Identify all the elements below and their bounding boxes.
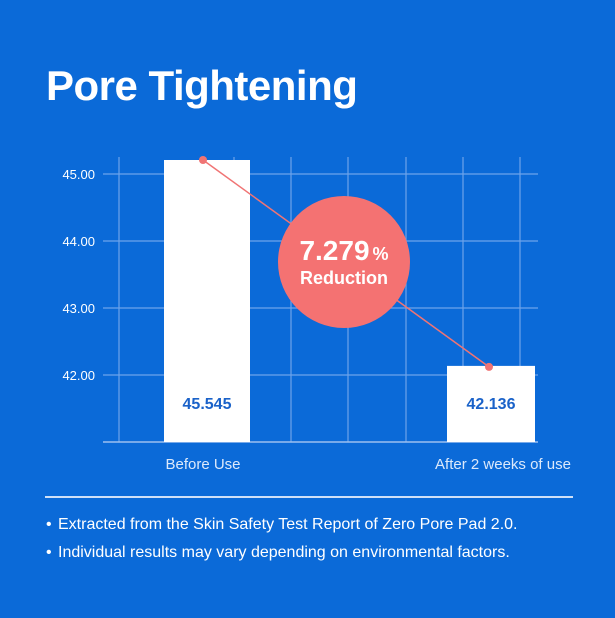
footnote-2: • Individual results may vary depending o… xyxy=(46,544,510,562)
reduction-number: 7.279 xyxy=(299,235,369,266)
y-tick-label: 45.00 xyxy=(62,167,95,182)
trend-point xyxy=(485,362,493,371)
reduction-label: Reduction xyxy=(300,268,388,288)
bar-chart: 45.00 44.00 43.00 42.00 45.545 Before Use 42.1… xyxy=(62,156,571,473)
y-tick-label: 43.00 xyxy=(62,301,95,316)
bar-value-label: 45.545 xyxy=(183,396,232,413)
bar xyxy=(164,160,250,442)
y-tick-label: 44.00 xyxy=(62,234,95,249)
divider xyxy=(45,496,573,498)
footnote-1: • Extracted from the Skin Safety Test Rep… xyxy=(46,516,517,534)
y-tick-label: 42.00 xyxy=(62,368,95,383)
footnote-text: Individual results may vary depending on… xyxy=(58,544,510,561)
trend-point xyxy=(199,156,207,164)
reduction-badge xyxy=(278,196,410,328)
chart-title: Pore Tightening xyxy=(46,62,358,109)
footnote-text: Extracted from the Skin Safety Test Repo… xyxy=(58,516,518,533)
x-tick-label: After 2 weeks of use xyxy=(435,456,571,473)
x-tick-label: Before Use xyxy=(165,456,240,473)
reduction-value: 7.279% xyxy=(299,235,388,266)
reduction-unit: % xyxy=(373,244,389,264)
bullet: • xyxy=(46,544,52,561)
bar xyxy=(447,365,535,442)
bar-value-label: 42.136 xyxy=(467,396,516,413)
bullet: • xyxy=(46,516,52,533)
